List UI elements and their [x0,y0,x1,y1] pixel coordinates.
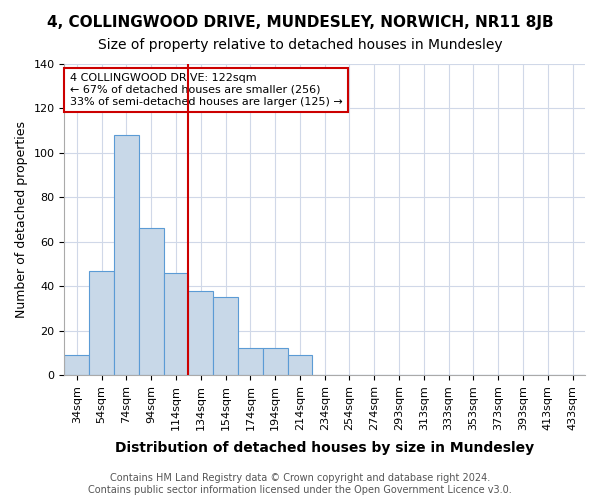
Bar [213,298,238,375]
Bar [263,348,287,375]
Bar [188,290,213,375]
Text: Contains HM Land Registry data © Crown copyright and database right 2024.
Contai: Contains HM Land Registry data © Crown c… [88,474,512,495]
Bar [238,348,263,375]
Bar [64,355,89,375]
Bar [287,355,313,375]
Bar [114,135,139,375]
Y-axis label: Number of detached properties: Number of detached properties [15,121,28,318]
X-axis label: Distribution of detached houses by size in Mundesley: Distribution of detached houses by size … [115,441,534,455]
Bar [139,228,164,375]
Text: 4, COLLINGWOOD DRIVE, MUNDESLEY, NORWICH, NR11 8JB: 4, COLLINGWOOD DRIVE, MUNDESLEY, NORWICH… [47,15,553,30]
Bar [89,270,114,375]
Text: 4 COLLINGWOOD DRIVE: 122sqm
← 67% of detached houses are smaller (256)
33% of se: 4 COLLINGWOOD DRIVE: 122sqm ← 67% of det… [70,74,343,106]
Bar [164,273,188,375]
Text: Size of property relative to detached houses in Mundesley: Size of property relative to detached ho… [98,38,502,52]
